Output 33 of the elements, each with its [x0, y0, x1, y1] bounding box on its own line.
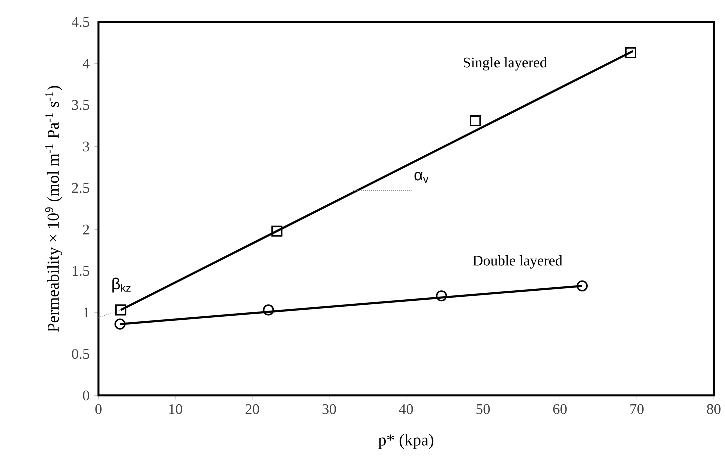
x-tick-label: 20: [246, 404, 260, 414]
point: [115, 304, 127, 316]
series-label: Double layered: [473, 256, 563, 269]
point: [263, 304, 274, 316]
x-tick-label: 40: [399, 404, 414, 414]
series-label: Single layered: [464, 57, 548, 71]
x-tick-label: 30: [322, 404, 336, 414]
point: [272, 226, 283, 237]
x-tick-label: 70: [630, 404, 644, 414]
y-tick-label: 3.5: [72, 100, 90, 110]
x-tick-label: 10: [170, 404, 182, 414]
y-tick-label: 0.5: [72, 349, 90, 360]
x-tick-label: 60: [553, 404, 567, 414]
y-tick-label: 3: [83, 142, 90, 152]
annotation: β$_{kz}$: [112, 278, 131, 293]
x-tick-label: 80: [707, 404, 721, 414]
y-tick-label: 4.5: [72, 17, 90, 28]
point: [576, 280, 588, 292]
y-tick-label: 2.5: [72, 183, 90, 194]
y-tick-label: 1: [84, 308, 90, 318]
y-tick-label: 0: [83, 390, 90, 401]
x-tick-label: 0: [96, 404, 102, 414]
text: Permeability × 10$^{9}$ (mol m$^{-1}$ Pa$^{-1}$ s$^{-1}$): [45, 86, 63, 332]
y-tick-label: 4: [82, 58, 90, 69]
y-tick-label: 2: [83, 224, 90, 235]
x-tick-label: 50: [476, 404, 490, 414]
y-tick-label: 1.5: [72, 266, 90, 276]
point: [114, 318, 126, 330]
point: [436, 290, 448, 302]
point: [470, 115, 482, 127]
x-axis-title: p* (kpa): [378, 434, 434, 450]
point: [625, 47, 636, 59]
annotation: α$_{v}$: [414, 172, 429, 183]
